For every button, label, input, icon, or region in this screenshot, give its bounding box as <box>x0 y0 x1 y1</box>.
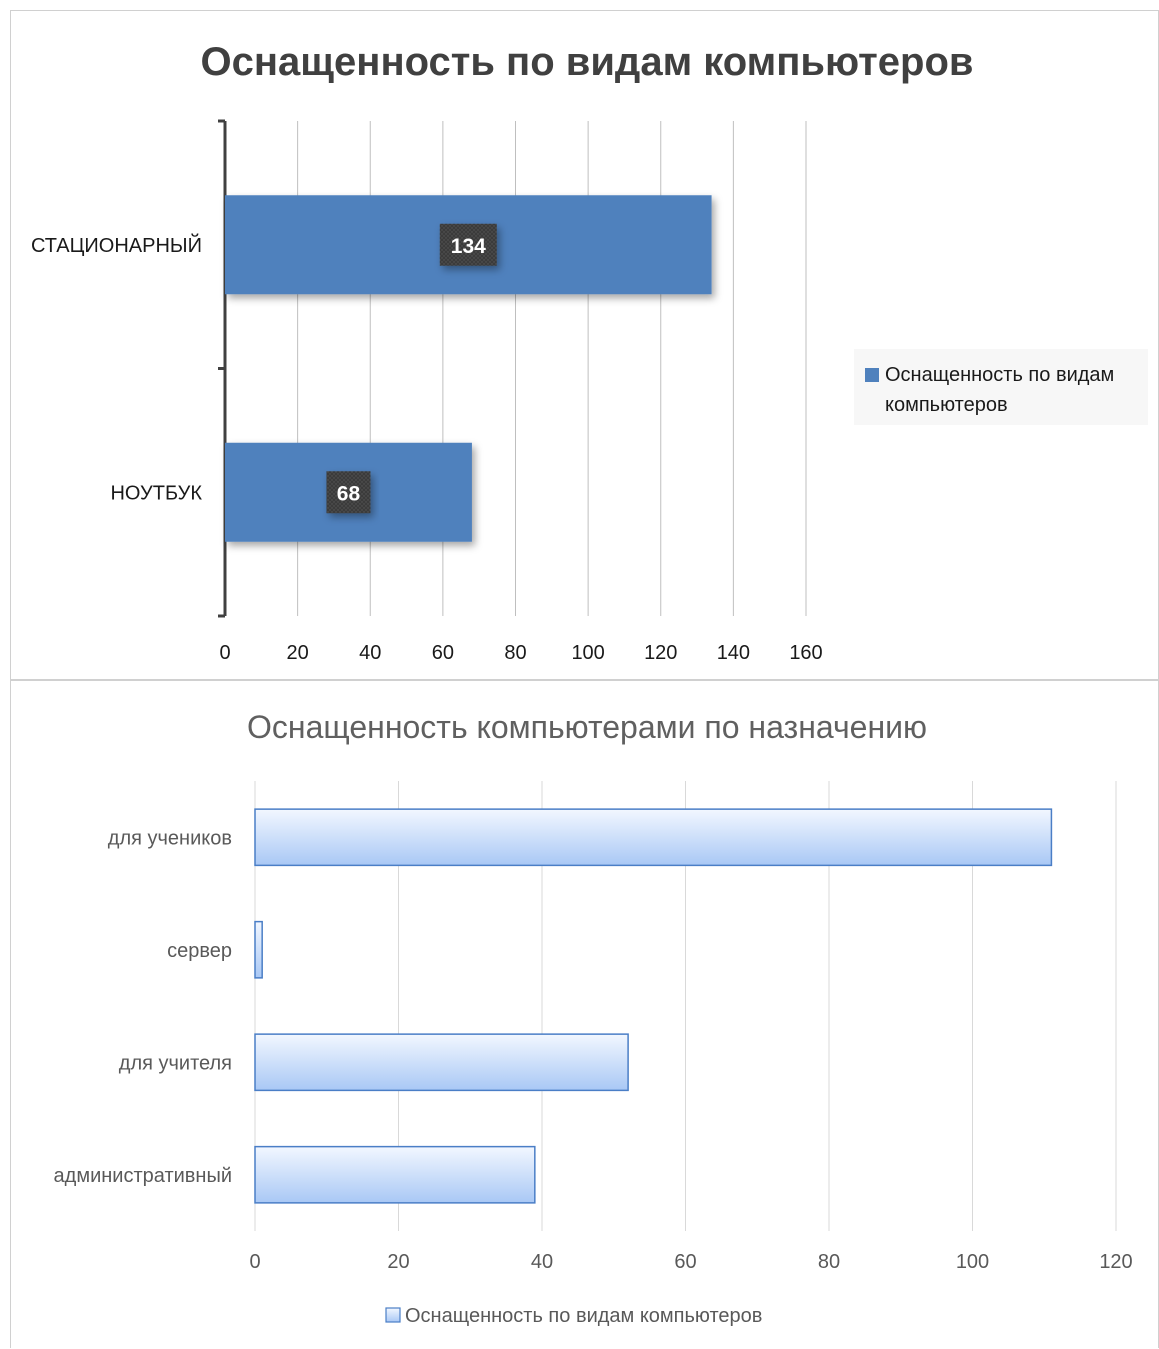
chart2-bar <box>254 1145 536 1204</box>
chart1-legend: Оснащенность по видам компьютеров <box>854 349 1148 425</box>
chart1-x-tick-label: 40 <box>359 642 381 664</box>
chart2-x-tick-label: 40 <box>531 1251 553 1273</box>
chart1-legend-label: Оснащенность по видам компьютеров <box>885 364 1120 416</box>
chart2-bar <box>254 808 1053 867</box>
chart2-legend: Оснащенность по видам компьютеров <box>385 1305 762 1327</box>
chart1-x-tick-label: 120 <box>644 642 677 664</box>
chart2-bar <box>254 920 263 979</box>
chart1-x-tick-label: 140 <box>717 642 750 664</box>
chart2-x-tick-label: 0 <box>249 1251 260 1273</box>
chart2-category-label: для учителя <box>119 1052 232 1074</box>
chart1-data-label-text: 68 <box>337 482 361 505</box>
chart1-data-label-box <box>439 223 497 266</box>
chart2-x-tick-label: 60 <box>674 1251 696 1273</box>
chart2-bar <box>254 1033 629 1092</box>
chart-equipment-by-type: Оснащенность по видам компьютеров СТАЦИО… <box>31 40 1148 664</box>
chart1-x-tick-label: 20 <box>287 642 309 664</box>
chart2-category-label: сервер <box>167 940 232 962</box>
chart2-category-label: административный <box>54 1165 232 1187</box>
chart1-data-label-text: 134 <box>451 235 486 258</box>
chart2-legend-label: Оснащенность по видам компьютеров <box>405 1305 762 1327</box>
chart2-x-tick-label: 20 <box>387 1251 409 1273</box>
chart2-x-tick-label: 100 <box>956 1251 989 1273</box>
chart1-category-label: СТАЦИОНАРНЫЙ <box>31 233 202 257</box>
chart-panel-equipment-by-purpose: Оснащенность компьютерами по назначению … <box>10 680 1159 1348</box>
chart1-data-label-box <box>326 471 371 514</box>
chart1-data-label: 134 <box>439 223 497 266</box>
chart-panel-equipment-by-type: Оснащенность по видам компьютеров СТАЦИО… <box>10 10 1159 680</box>
chart1-category-label: НОУТБУК <box>110 482 202 504</box>
chart1-x-tick-label: 0 <box>219 642 230 664</box>
chart2-category-label: для учеников <box>108 827 232 849</box>
chart2-x-tick-label: 80 <box>818 1251 840 1273</box>
chart1-x-tick-label: 60 <box>432 642 454 664</box>
chart-equipment-by-purpose: Оснащенность компьютерами по назначению … <box>54 709 1133 1327</box>
chart2-x-tick-label: 120 <box>1099 1251 1132 1273</box>
chart1-legend-box <box>854 349 1148 425</box>
chart1-legend-swatch <box>865 368 879 382</box>
chart2-title: Оснащенность компьютерами по назначению <box>247 709 927 745</box>
chart1-x-tick-label: 160 <box>789 642 822 664</box>
chart1-title: Оснащенность по видам компьютеров <box>201 40 974 84</box>
chart1-x-tick-label: 80 <box>504 642 526 664</box>
chart2-legend-swatch <box>385 1307 401 1323</box>
chart1-x-tick-label: 100 <box>571 642 604 664</box>
chart1-data-label: 68 <box>326 471 371 514</box>
